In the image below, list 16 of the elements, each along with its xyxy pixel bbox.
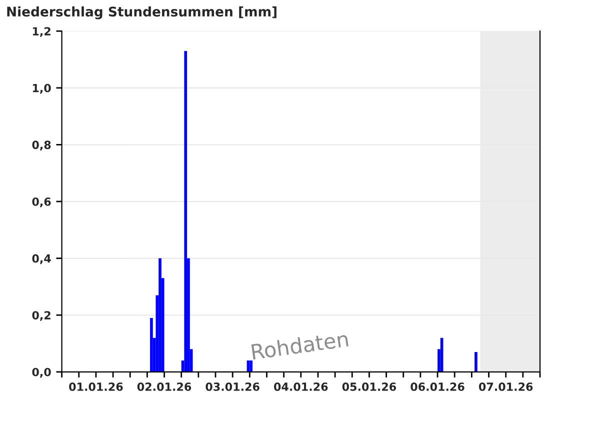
x-tick-label: 05.01.26 xyxy=(342,382,396,391)
y-tick-label: 0,4 xyxy=(32,254,51,264)
x-tick-label: 07.01.26 xyxy=(478,382,533,391)
y-tick-label: 1,0 xyxy=(32,84,51,94)
x-tick-label: 06.01.26 xyxy=(410,382,464,391)
x-tick-label: 03.01.26 xyxy=(206,382,260,391)
chart-title: Niederschlag Stundensummen [mm] xyxy=(7,6,276,20)
x-tick-label: 04.01.26 xyxy=(274,382,328,391)
y-tick-label: 0,8 xyxy=(32,140,51,150)
annotation: Rohdaten xyxy=(251,330,348,360)
y-tick-label: 1,2 xyxy=(32,27,50,37)
x-tick-label: 02.01.26 xyxy=(137,382,192,391)
y-tick-label: 0,6 xyxy=(32,197,51,208)
x-tick-label: 01.01.26 xyxy=(69,382,123,391)
y-tick-label: 0,2 xyxy=(32,311,50,321)
y-tick-label: 0,0 xyxy=(32,368,51,378)
